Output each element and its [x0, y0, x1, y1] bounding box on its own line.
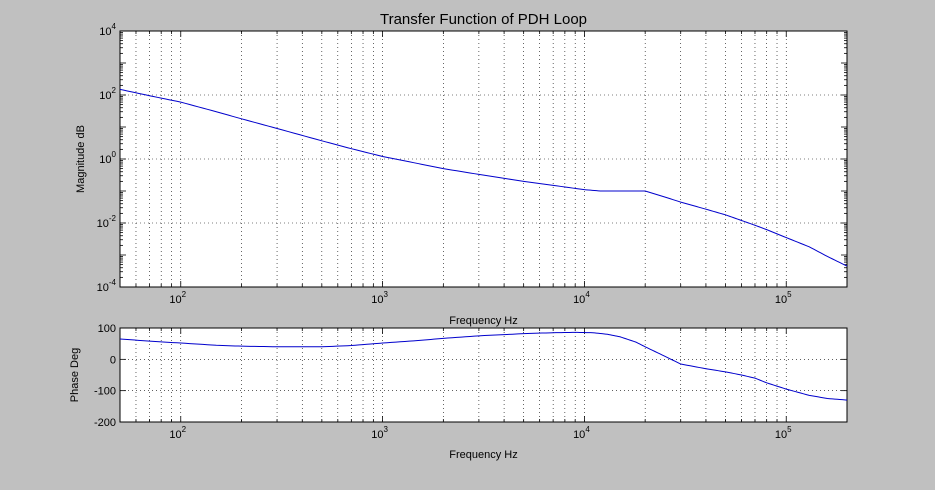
chart-2: 102 103 104 105 100 0 -100 -200 Frequency Hz Phas… — [69, 323, 848, 461]
x-tick-label: 104 — [573, 425, 590, 441]
x-axis-label: Frequency Hz — [449, 315, 517, 327]
y-tick-label: 10-2 — [97, 214, 117, 230]
x-tick-label: 105 — [775, 425, 792, 441]
axes-frame — [119, 327, 848, 423]
y-tick-label: 102 — [99, 86, 116, 102]
y-tick-label: 104 — [99, 22, 116, 38]
x-tick-label: 103 — [371, 290, 388, 306]
y-tick-label: 100 — [98, 323, 116, 335]
x-tick-label: 105 — [775, 290, 792, 306]
y-tick-label: -100 — [94, 386, 116, 398]
plot-area — [120, 328, 847, 422]
chart-1: 102 103 104 105 104 102 100 10-2 10-4 Transfer Fu… — [75, 11, 848, 327]
x-tick-label: 104 — [573, 290, 590, 306]
x-tick-label: 102 — [169, 425, 186, 441]
series-line-1 — [119, 331, 848, 401]
series-line-1 — [119, 88, 848, 267]
x-axis-label: Frequency Hz — [449, 449, 517, 461]
chart-title: Transfer Function of PDH Loop — [380, 11, 587, 28]
axes-frame — [119, 30, 848, 288]
x-tick-label: 102 — [169, 290, 186, 306]
y-axis-label: Phase Deg — [69, 348, 81, 402]
y-tick-label: 10-4 — [97, 278, 117, 294]
plot-area — [120, 31, 847, 287]
y-tick-label: 100 — [99, 150, 116, 166]
x-tick-label: 103 — [371, 425, 388, 441]
y-axis-label: Magnitude dB — [75, 125, 87, 193]
y-tick-label: 0 — [110, 354, 116, 366]
y-tick-label: -200 — [94, 417, 116, 429]
